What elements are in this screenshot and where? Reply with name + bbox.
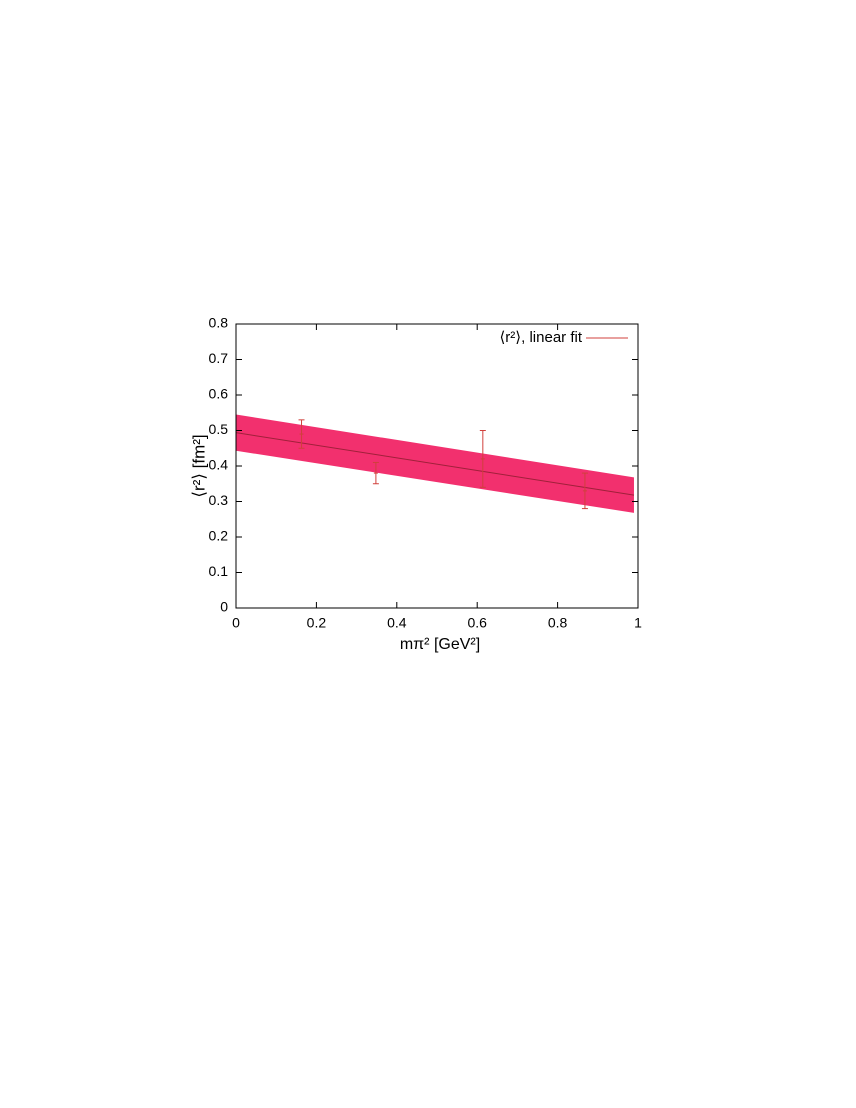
y-tick-label: 0.8 bbox=[209, 315, 229, 331]
y-tick-label: 0.5 bbox=[209, 421, 229, 437]
x-tick-label: 0 bbox=[232, 615, 240, 631]
y-tick-label: 0.6 bbox=[209, 386, 229, 402]
fit-line bbox=[235, 432, 635, 496]
x-tick-label: 1 bbox=[634, 615, 642, 631]
y-tick-label: 0.7 bbox=[209, 350, 229, 366]
y-tick-label: 0.3 bbox=[209, 492, 229, 508]
y-tick-label: 0.1 bbox=[209, 563, 229, 579]
y-axis-label: ⟨r²⟩ [fm²] bbox=[189, 434, 208, 497]
y-tick-label: 0.4 bbox=[209, 457, 229, 473]
x-tick-label: 0.4 bbox=[387, 615, 407, 631]
x-tick-label: 0.2 bbox=[307, 615, 327, 631]
x-tick-label: 0.8 bbox=[548, 615, 568, 631]
legend-label: ⟨r²⟩, linear fit bbox=[499, 329, 582, 346]
x-axis-label: mπ² [GeV²] bbox=[400, 636, 480, 653]
x-tick-label: 0.6 bbox=[467, 615, 487, 631]
y-tick-label: 0 bbox=[220, 599, 228, 615]
y-tick-label: 0.2 bbox=[209, 528, 229, 544]
